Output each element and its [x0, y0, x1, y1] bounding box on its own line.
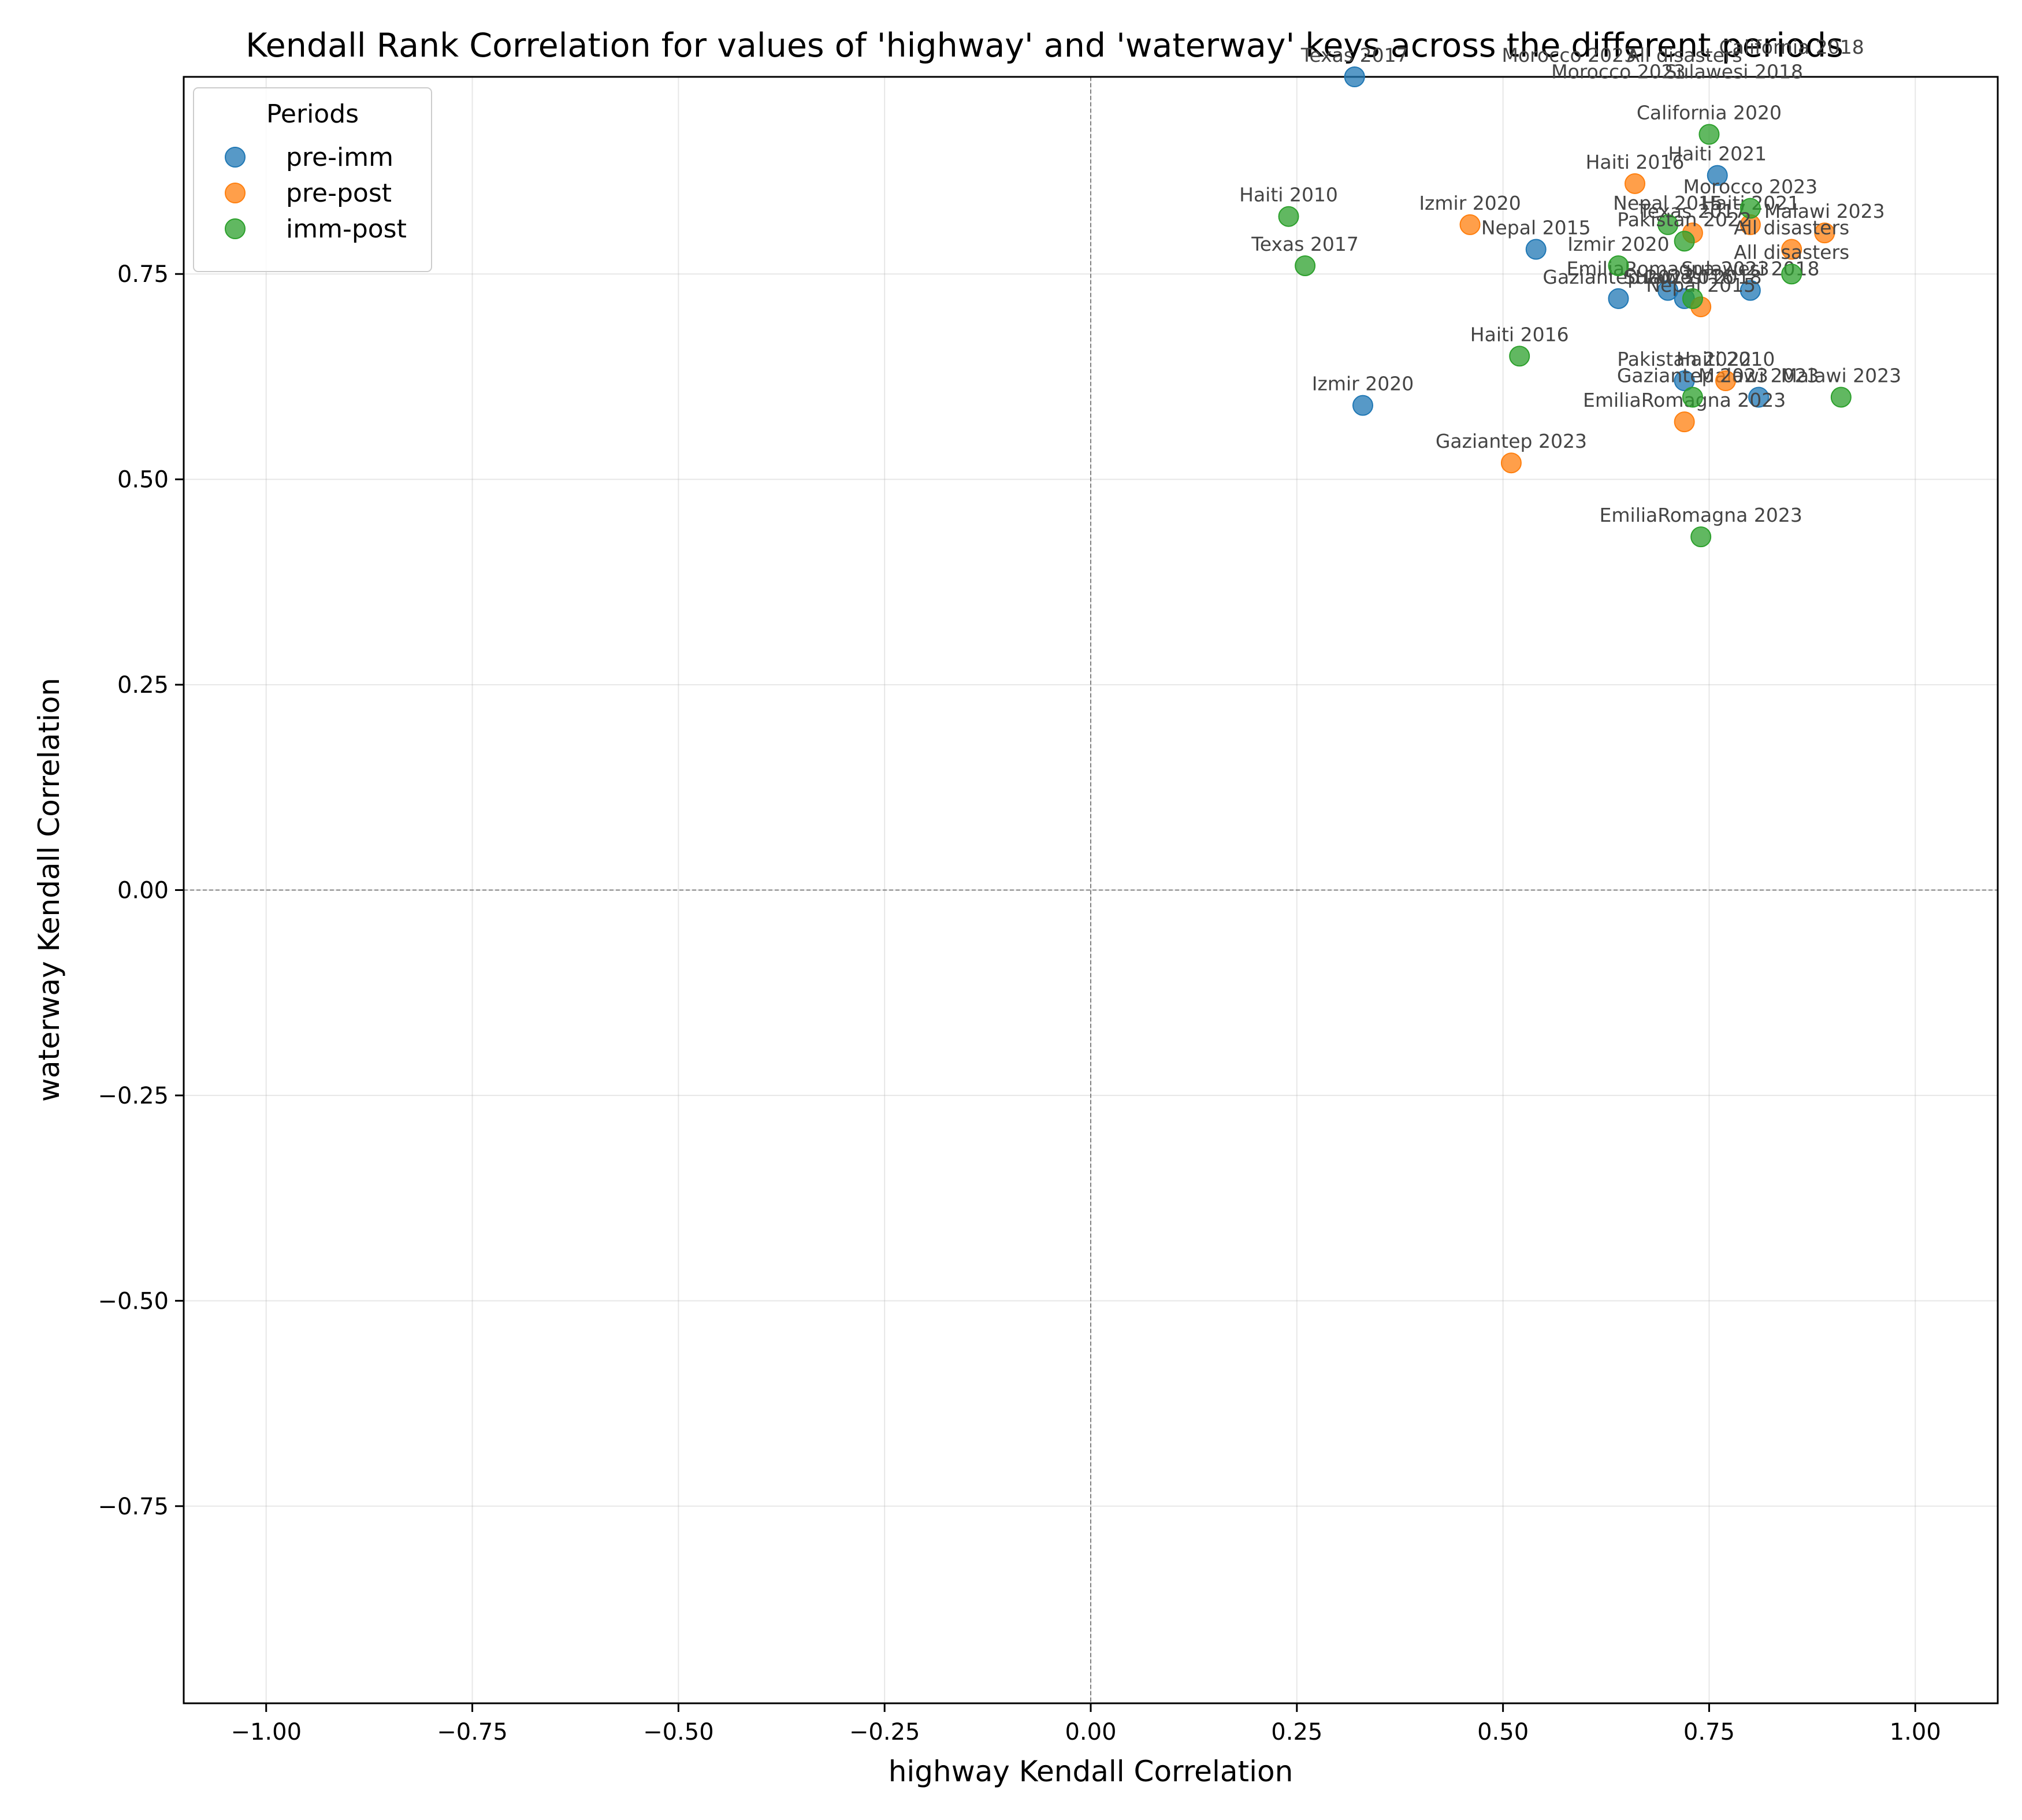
point-label: Gaziantep 2023	[1617, 364, 1768, 387]
point-label: Haiti 2016	[1635, 266, 1734, 288]
data-point	[1830, 387, 1852, 408]
data-point	[1781, 239, 1802, 260]
data-point	[1344, 66, 1365, 87]
data-point	[1739, 280, 1761, 301]
data-point	[1608, 288, 1629, 309]
point-label: Nepal 2015	[1481, 217, 1591, 239]
y-tick-label: 0.25	[117, 672, 169, 699]
x-tick-label: 1.00	[1890, 1719, 1941, 1745]
data-point	[1739, 198, 1761, 219]
data-point	[1352, 395, 1373, 416]
y-tick-label: 0.00	[117, 878, 169, 904]
point-label: California 2020	[1637, 102, 1782, 124]
data-point	[1682, 288, 1703, 309]
data-point	[1690, 526, 1712, 548]
point-label: Texas 2017	[1251, 233, 1359, 255]
legend-entry: pre-imm	[286, 143, 393, 172]
data-point	[1715, 370, 1736, 392]
x-tick-label: 0.25	[1271, 1719, 1322, 1745]
data-point	[1814, 222, 1835, 244]
data-point	[1509, 346, 1530, 367]
y-axis-label: waterway Kendall Correlation	[32, 678, 66, 1102]
legend-marker	[225, 183, 246, 203]
data-point	[1698, 124, 1720, 145]
point-label: Morocco 2023	[1683, 175, 1817, 198]
point-label: California 2018	[1719, 36, 1864, 58]
point-label: Morocco 2023	[1501, 44, 1636, 66]
legend-entry: imm-post	[286, 214, 407, 244]
point-label: Haiti 2016	[1470, 323, 1569, 346]
x-tick-label: 0.50	[1477, 1719, 1529, 1745]
data-point	[1682, 387, 1703, 408]
point-label: Izmir 2020	[1312, 373, 1414, 395]
point-label: Haiti 2021	[1668, 143, 1767, 165]
x-tick-label: −0.75	[437, 1719, 508, 1745]
data-point	[1781, 263, 1802, 285]
point-label: Haiti 2010	[1677, 348, 1775, 370]
data-point	[1657, 280, 1679, 301]
y-tick-label: 0.50	[117, 467, 169, 493]
data-point	[1278, 206, 1299, 227]
data-point	[1500, 452, 1522, 474]
legend-box	[193, 87, 432, 272]
legend-marker	[225, 218, 246, 239]
y-tick-label: −0.50	[98, 1288, 169, 1314]
data-point	[1748, 387, 1770, 408]
data-point	[1674, 231, 1695, 252]
point-label: Pakistan 2022	[1617, 348, 1752, 370]
data-point	[1459, 214, 1481, 235]
data-point	[1657, 214, 1679, 235]
legend: Periods pre-imm pre-post imm-post	[193, 87, 432, 272]
chart-title: Kendall Rank Correlation for values of '…	[246, 27, 1843, 65]
data-point	[1674, 411, 1695, 433]
point-label: Gaziantep 2023	[1436, 430, 1587, 452]
y-tick-label: −0.25	[98, 1083, 169, 1109]
point-label: Texas 2017	[1300, 44, 1408, 66]
y-tick-label: −0.75	[98, 1494, 169, 1520]
legend-marker	[225, 147, 246, 168]
point-label: Texas 2017	[1638, 200, 1746, 222]
data-point	[1625, 173, 1645, 194]
point-label: Sulawesi 2018	[1623, 266, 1761, 288]
point-label: EmiliaRomagna 2023	[1600, 504, 1802, 526]
data-point	[1707, 165, 1728, 186]
point-label: All disasters	[1627, 44, 1742, 66]
point-label: Nepal 2015	[1613, 192, 1723, 214]
point-label: Haiti 2016	[1586, 151, 1685, 173]
plot-area: −1.00 −0.75 −0.50 −0.25 0.00 0.25 0.50 0.75 1.00…	[98, 36, 1999, 1745]
point-label: Malawi 2023	[1781, 364, 1901, 387]
y-tick-label: 0.75	[117, 261, 169, 288]
x-tick-label: −0.25	[849, 1719, 920, 1745]
x-tick-label: −0.50	[643, 1719, 714, 1745]
point-label: All disasters	[1734, 217, 1849, 239]
point-label: Morocco 2023	[1551, 60, 1686, 83]
point-label: Sulawesi 2018	[1665, 60, 1803, 83]
point-label: Haiti 2010	[1239, 184, 1338, 206]
data-point	[1295, 255, 1316, 276]
x-tick-label: 0.00	[1065, 1719, 1116, 1745]
data-point	[1674, 370, 1695, 392]
x-axis-label: highway Kendall Correlation	[889, 1755, 1294, 1788]
x-tick-label: 0.75	[1683, 1719, 1735, 1745]
point-label: EmiliaRomagna 2023	[1566, 258, 1769, 280]
point-label: Malawi 2023	[1764, 200, 1885, 222]
legend-title: Periods	[266, 99, 359, 129]
legend-entry: pre-post	[286, 179, 392, 208]
point-label: All disasters	[1734, 241, 1849, 263]
x-tick-label: −1.00	[231, 1719, 302, 1745]
point-label: Pakistan 2022	[1617, 208, 1752, 231]
data-point	[1608, 255, 1629, 276]
data-point	[1525, 239, 1547, 260]
point-label: Izmir 2020	[1419, 192, 1521, 214]
point-label: Izmir 2020	[1567, 233, 1669, 255]
